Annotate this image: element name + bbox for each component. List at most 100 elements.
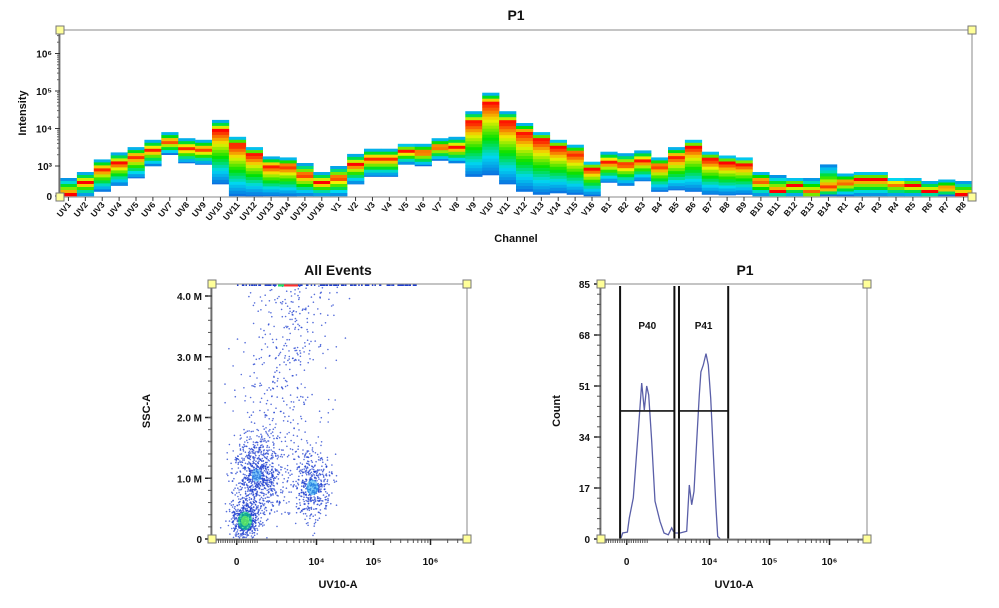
scatter-point — [250, 397, 252, 399]
scatter-point — [304, 456, 306, 458]
heatmap-cell — [229, 176, 246, 179]
scatter-point — [280, 411, 282, 413]
heatmap-cell — [685, 146, 702, 149]
resize-handle[interactable] — [968, 26, 976, 34]
resize-handle[interactable] — [597, 535, 605, 543]
scatter-point — [265, 494, 267, 496]
scatter-point — [319, 505, 321, 507]
resize-handle[interactable] — [56, 26, 64, 34]
scatter-point — [307, 525, 309, 527]
heatmap-cell — [229, 155, 246, 158]
scatter-point — [314, 477, 316, 479]
scatter-point — [255, 514, 257, 516]
resize-handle[interactable] — [863, 280, 871, 288]
scatter-point — [312, 473, 314, 475]
heatmap-cell — [330, 172, 347, 175]
resize-handle[interactable] — [463, 280, 471, 288]
scatter-point — [336, 346, 338, 348]
scatter-point — [291, 401, 293, 403]
heatmap-cell — [212, 165, 229, 168]
heatmap-cell — [803, 184, 820, 187]
scatter-point — [275, 491, 277, 493]
scatter-point — [236, 460, 238, 462]
heatmap-cell — [550, 188, 567, 191]
scatter-point — [252, 523, 254, 525]
heatmap-cell — [280, 157, 297, 160]
heatmap-cell — [634, 153, 651, 156]
scatter-point — [337, 287, 339, 289]
scatter-point — [250, 511, 252, 513]
heatmap-cell — [482, 171, 499, 174]
scatter-point — [319, 486, 321, 488]
scatter-point — [268, 474, 270, 476]
heatmap-cell — [111, 173, 128, 176]
heatmap-cell — [600, 176, 617, 179]
resize-handle[interactable] — [597, 280, 605, 288]
x-tick-label: UV14 — [271, 200, 293, 223]
scatter-point — [293, 310, 295, 312]
scatter-point — [305, 465, 307, 467]
scatter-point — [277, 500, 279, 502]
scatter-point — [233, 489, 235, 491]
scatter-point — [254, 483, 256, 485]
scatter-point — [245, 537, 247, 539]
scatter-point — [318, 474, 320, 476]
scatter-point — [268, 323, 270, 325]
scatter-point — [297, 354, 299, 356]
scatter-point — [231, 522, 233, 524]
scatter-point — [248, 488, 250, 490]
resize-handle[interactable] — [463, 535, 471, 543]
scatter-point — [285, 355, 287, 357]
heatmap-cell — [128, 174, 145, 177]
scatter-point — [282, 348, 284, 350]
resize-handle[interactable] — [208, 280, 216, 288]
scatter-point — [298, 479, 300, 481]
scatter-point — [252, 431, 254, 433]
resize-handle[interactable] — [863, 535, 871, 543]
resize-handle[interactable] — [968, 193, 976, 201]
scatter-point — [270, 477, 272, 479]
scatter-point — [245, 493, 247, 495]
heatmap-cell — [702, 191, 719, 194]
gate-p40[interactable]: P40 — [620, 286, 674, 539]
heatmap-cell — [178, 138, 195, 141]
scatter-point — [231, 528, 233, 530]
heatmap-cell — [161, 132, 178, 135]
scatter-point — [281, 309, 283, 311]
scatter-point — [286, 327, 288, 329]
scatter-point — [273, 412, 275, 414]
scatter-point — [247, 500, 249, 502]
scatter-point — [269, 300, 271, 302]
resize-handle[interactable] — [56, 193, 64, 201]
heatmap-cell — [803, 178, 820, 181]
scatter-point — [233, 504, 235, 506]
scatter-point — [241, 507, 243, 509]
scatter-point — [253, 444, 255, 446]
x-tick-label: V13 — [528, 200, 546, 218]
heatmap-cell — [330, 193, 347, 196]
scatter-point — [237, 463, 239, 465]
scatter-point — [307, 331, 309, 333]
heatmap-cell — [584, 174, 601, 177]
scatter-point — [252, 491, 254, 493]
scatter-point — [335, 453, 337, 455]
scatter-point — [260, 434, 262, 436]
scatter-point — [267, 346, 269, 348]
heatmap-cell — [229, 194, 246, 196]
scatter-point — [272, 466, 274, 468]
scatter-point — [270, 479, 272, 481]
heatmap-cell — [668, 168, 685, 171]
scatter-point — [281, 449, 283, 451]
scatter-point — [310, 474, 312, 476]
heatmap-cell — [668, 180, 685, 183]
scatter-point — [303, 508, 305, 510]
gate-p41[interactable]: P41 — [679, 286, 728, 539]
scatter-point — [327, 499, 329, 501]
scatter-point — [255, 520, 257, 522]
resize-handle[interactable] — [208, 535, 216, 543]
scatter-point — [289, 512, 291, 514]
scatter-point — [307, 499, 309, 501]
heatmap-cell — [719, 171, 736, 174]
scatter-point — [291, 301, 293, 303]
heatmap-cell — [195, 155, 212, 158]
